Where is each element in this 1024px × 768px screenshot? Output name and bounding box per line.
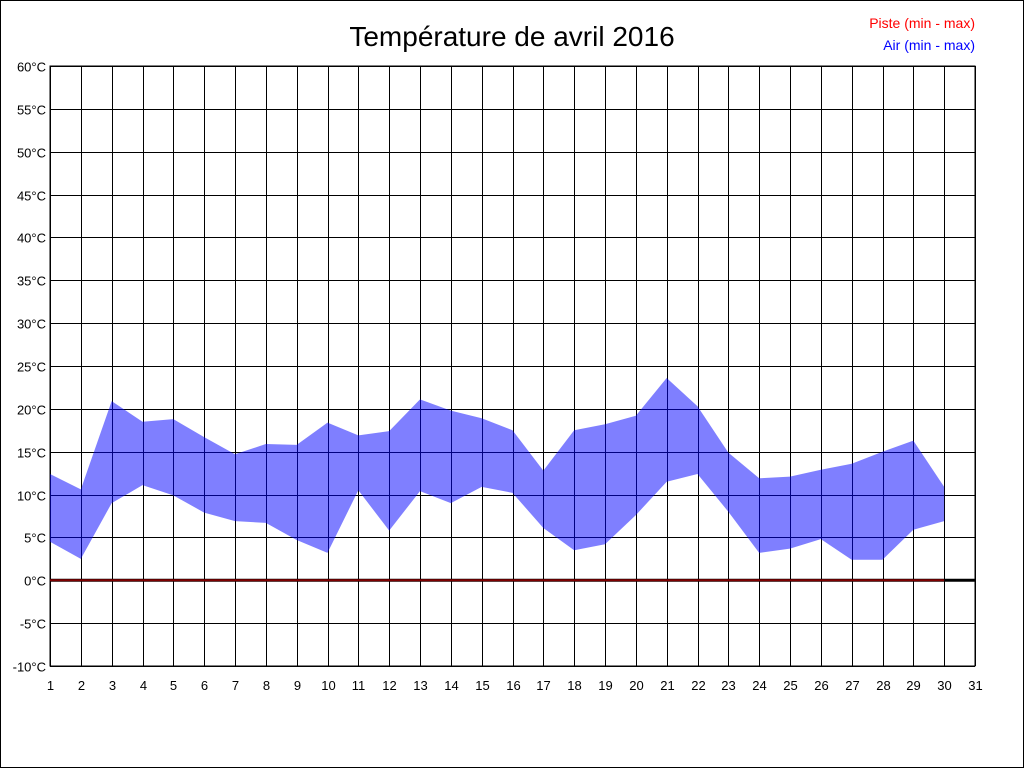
- x-tick-label: 7: [232, 678, 239, 693]
- x-tick-label: 15: [475, 678, 489, 693]
- x-tick-label: 25: [783, 678, 797, 693]
- x-tick-label: 2: [78, 678, 85, 693]
- x-tick-label: 14: [444, 678, 458, 693]
- y-tick-label: 25°C: [17, 360, 46, 375]
- x-tick-label: 31: [968, 678, 982, 693]
- x-tick-label: 1: [47, 678, 54, 693]
- x-tick-label: 18: [567, 678, 581, 693]
- y-tick-label: 40°C: [17, 231, 46, 246]
- x-tick-label: 4: [140, 678, 147, 693]
- y-tick-label: 35°C: [17, 274, 46, 289]
- y-tick-label: 45°C: [17, 189, 46, 204]
- x-tick-label: 6: [201, 678, 208, 693]
- legend-piste: Piste (min - max): [869, 15, 975, 31]
- y-tick-label: 5°C: [24, 531, 46, 546]
- air-range-band: [50, 378, 945, 560]
- x-tick-label: 19: [598, 678, 612, 693]
- y-tick-label: -5°C: [20, 617, 46, 632]
- x-tick-label: 16: [506, 678, 520, 693]
- x-tick-label: 5: [170, 678, 177, 693]
- x-tick-label: 21: [660, 678, 674, 693]
- y-tick-label: -10°C: [13, 660, 46, 675]
- x-tick-label: 10: [321, 678, 335, 693]
- x-tick-label: 12: [382, 678, 396, 693]
- x-tick-label: 28: [876, 678, 890, 693]
- x-tick-label: 22: [691, 678, 705, 693]
- x-tick-label: 29: [906, 678, 920, 693]
- x-tick-label: 30: [937, 678, 951, 693]
- y-tick-label: 60°C: [17, 60, 46, 75]
- y-tick-label: 30°C: [17, 317, 46, 332]
- x-tick-label: 9: [294, 678, 301, 693]
- x-tick-label: 23: [721, 678, 735, 693]
- legend-air: Air (min - max): [883, 37, 975, 53]
- y-tick-label: 55°C: [17, 103, 46, 118]
- x-tick-label: 17: [536, 678, 550, 693]
- y-tick-label: 0°C: [24, 574, 46, 589]
- x-tick-label: 8: [263, 678, 270, 693]
- x-tick-label: 24: [752, 678, 766, 693]
- y-tick-label: 10°C: [17, 489, 46, 504]
- x-tick-label: 20: [629, 678, 643, 693]
- x-tick-label: 27: [845, 678, 859, 693]
- chart-title: Température de avril 2016: [349, 21, 674, 52]
- x-tick-label: 13: [413, 678, 427, 693]
- y-tick-label: 20°C: [17, 403, 46, 418]
- x-tick-label: 11: [352, 678, 366, 693]
- x-tick-label: 26: [814, 678, 828, 693]
- y-tick-label: 50°C: [17, 146, 46, 161]
- x-tick-label: 3: [109, 678, 116, 693]
- y-tick-label: 15°C: [17, 446, 46, 461]
